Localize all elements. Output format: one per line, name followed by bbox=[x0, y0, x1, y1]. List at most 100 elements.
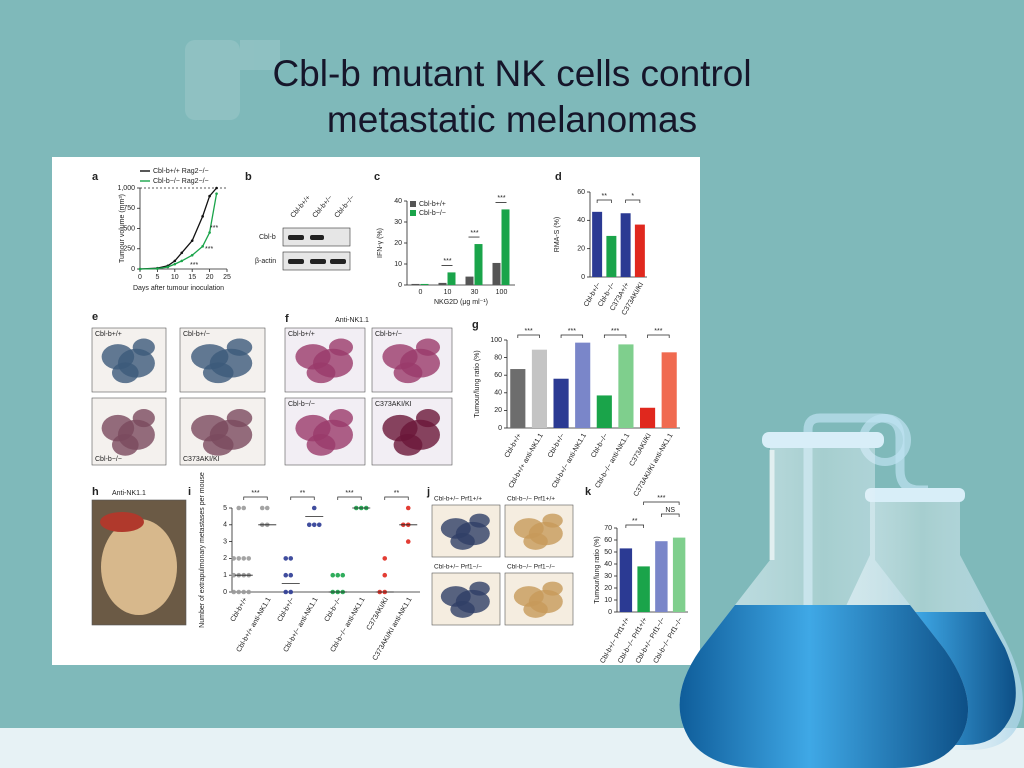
panel-letter: d bbox=[555, 171, 562, 183]
significance-label: *** bbox=[525, 328, 533, 335]
y-tick-label: 60 bbox=[494, 372, 502, 379]
y-tick-label: 80 bbox=[494, 354, 502, 361]
significance-label: *** bbox=[251, 490, 259, 497]
title-line: Cbl-b mutant NK cells control bbox=[272, 53, 751, 94]
data-point bbox=[246, 556, 252, 561]
significance-bracket bbox=[290, 496, 315, 500]
panel-letter: j bbox=[426, 486, 430, 498]
title-line: metastatic melanomas bbox=[327, 99, 697, 140]
blot-row-label: β-actin bbox=[255, 258, 276, 265]
x-tick-label: 15 bbox=[188, 274, 196, 281]
data-point bbox=[208, 194, 211, 198]
significance-bracket bbox=[384, 496, 409, 500]
data-point bbox=[173, 262, 177, 266]
y-axis-label: Tumour/lung ratio (%) bbox=[474, 350, 481, 417]
data-point bbox=[231, 556, 237, 561]
significance-bracket bbox=[243, 496, 268, 500]
data-point bbox=[208, 231, 211, 234]
panel-letter: a bbox=[92, 171, 99, 183]
data-point bbox=[311, 505, 317, 511]
significance-label: ** bbox=[632, 518, 638, 525]
data-point bbox=[190, 253, 194, 257]
blot-band bbox=[310, 235, 324, 240]
panel-letter: f bbox=[285, 313, 289, 325]
x-tick-label: 20 bbox=[206, 274, 214, 281]
data-point bbox=[283, 589, 289, 595]
photo-tissue bbox=[393, 362, 423, 384]
bar bbox=[637, 566, 650, 612]
significance-label: ** bbox=[300, 490, 306, 497]
data-point bbox=[340, 572, 346, 578]
significance-bracket bbox=[661, 513, 680, 517]
data-point bbox=[215, 186, 218, 190]
legend-label: Cbl-b+/+ Rag2−/− bbox=[153, 168, 209, 175]
bar bbox=[447, 272, 456, 285]
y-tick-label: 0 bbox=[498, 425, 502, 432]
y-tick-label: 1 bbox=[223, 572, 227, 579]
data-point bbox=[241, 556, 247, 561]
photo-tissue bbox=[542, 581, 563, 596]
significance-bracket bbox=[517, 334, 540, 338]
significance-bracket bbox=[603, 334, 627, 338]
photo-tissue bbox=[306, 362, 336, 384]
significance-label: *** bbox=[345, 490, 353, 497]
y-tick-label: 10 bbox=[604, 597, 612, 604]
x-tick-label: 30 bbox=[471, 289, 479, 296]
y-tick-label: 0 bbox=[581, 274, 585, 281]
data-point bbox=[201, 215, 204, 218]
data-point bbox=[283, 572, 289, 578]
significance-label: *** bbox=[497, 195, 505, 202]
bar bbox=[420, 283, 429, 285]
y-tick-label: 2 bbox=[223, 555, 227, 562]
y-tick-label: 250 bbox=[123, 246, 135, 253]
photo-tissue bbox=[226, 409, 253, 428]
photo-label: Cbl-b+/+ bbox=[288, 331, 315, 338]
photo-label: Cbl-b+/+ bbox=[95, 331, 122, 338]
data-point bbox=[288, 589, 294, 595]
y-axis-label: Number of extrapulmonary metastases per … bbox=[199, 472, 206, 628]
bar bbox=[619, 548, 633, 612]
photo-heading: Anti-NK1.1 bbox=[335, 317, 369, 324]
y-tick-label: 0 bbox=[223, 589, 227, 596]
y-tick-label: 60 bbox=[577, 189, 585, 196]
y-tick-label: 100 bbox=[490, 337, 502, 344]
bar bbox=[510, 369, 526, 428]
bar bbox=[553, 378, 569, 428]
significance-bracket bbox=[625, 524, 644, 528]
y-tick-label: 20 bbox=[494, 407, 502, 414]
data-point bbox=[335, 572, 341, 578]
blot-band bbox=[310, 259, 326, 264]
x-tick-label: 25 bbox=[223, 274, 231, 281]
y-tick-label: 30 bbox=[604, 573, 612, 580]
data-point bbox=[236, 589, 242, 595]
background-glassware bbox=[185, 40, 280, 120]
significance-label: *** bbox=[210, 225, 218, 232]
photo-label: Cbl-b−/− bbox=[95, 456, 122, 463]
y-tick-label: 20 bbox=[394, 240, 402, 247]
data-point bbox=[173, 259, 177, 263]
data-point bbox=[405, 539, 411, 544]
photo-tissue bbox=[329, 338, 353, 356]
bar bbox=[592, 211, 603, 277]
photo-tissue bbox=[523, 600, 548, 618]
significance-label: *** bbox=[654, 328, 662, 335]
blot-band bbox=[330, 259, 346, 264]
data-point bbox=[283, 556, 289, 561]
photo-heading: Anti-NK1.1 bbox=[112, 490, 146, 497]
data-point bbox=[215, 192, 218, 195]
bar bbox=[655, 541, 668, 612]
data-point bbox=[231, 589, 237, 595]
y-tick-label: 40 bbox=[394, 198, 402, 205]
significance-label: * bbox=[631, 193, 634, 200]
data-point bbox=[259, 505, 265, 511]
data-point bbox=[190, 239, 194, 242]
photo-tissue bbox=[101, 519, 177, 615]
data-point bbox=[382, 556, 388, 561]
bar bbox=[618, 344, 634, 428]
significance-label: *** bbox=[443, 258, 451, 265]
y-axis-label: Tumour/lung ratio (%) bbox=[594, 536, 601, 603]
bar bbox=[492, 262, 501, 285]
photo-tissue bbox=[226, 338, 253, 356]
